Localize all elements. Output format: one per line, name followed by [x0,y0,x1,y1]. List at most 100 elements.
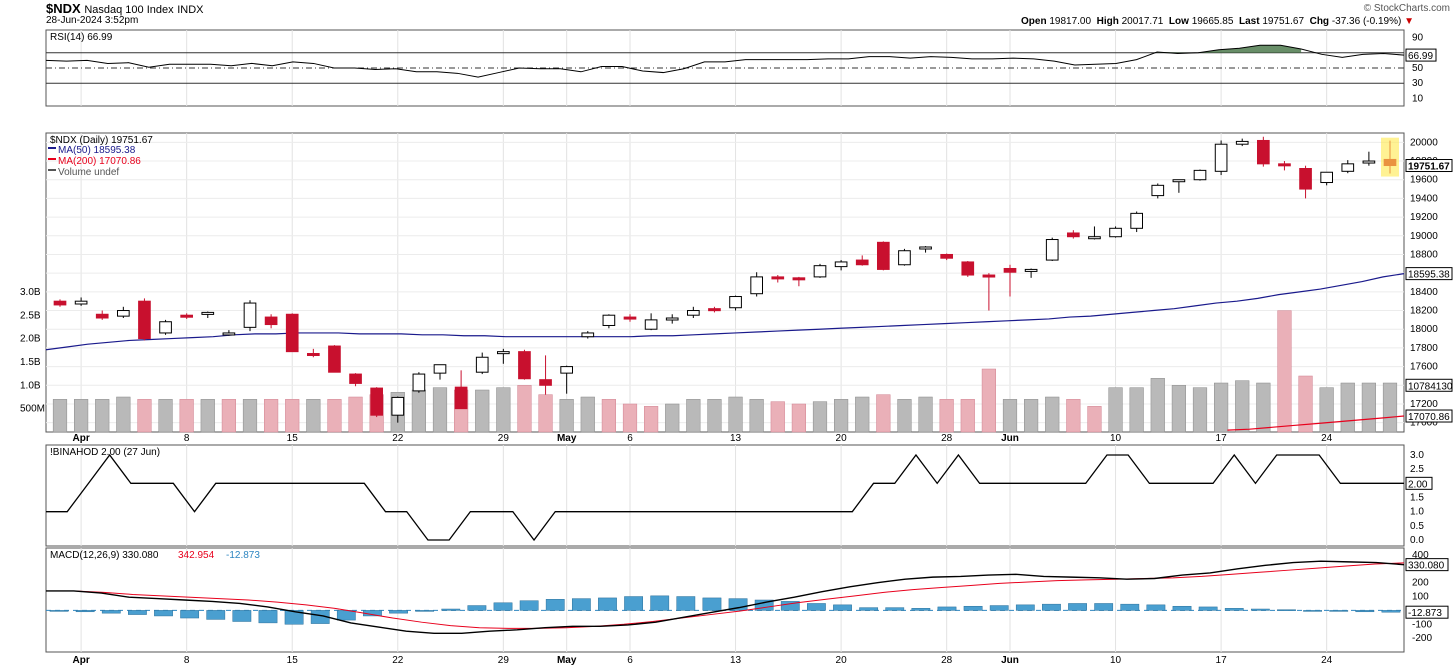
macd-histogram-bar [232,610,252,622]
x-tick-label: 22 [392,655,404,666]
candle-body [1109,227,1122,238]
volume-bar [665,403,680,433]
volume-bar [1277,310,1292,433]
candle-body [708,308,721,312]
x-tick-label: 6 [627,655,633,666]
binahod-tick-label: 1.5 [1410,493,1424,504]
macd-histogram-bar [1172,605,1192,611]
binahod-line [46,453,1404,542]
macd-value-tag [1405,605,1449,619]
symbol: $NDX [46,1,81,16]
volume-bar [158,399,173,433]
candle-body [961,261,975,276]
quote-summary: Open 19817.00 High 20017.71 Low 19665.85… [1021,16,1414,27]
volume-bar [1150,378,1165,433]
candle-body [539,379,552,386]
macd-tick-label: -100 [1412,619,1432,630]
candle-body [1172,179,1186,183]
macd-histogram-bar [963,605,983,611]
x-tick-label: May [557,655,577,666]
high-label: High [1096,16,1119,27]
candle-body [876,241,890,270]
volume-bar [1382,382,1398,433]
rsi-line [45,44,1405,78]
x-tick-label: 10 [1110,655,1122,666]
low-value: 19665.85 [1191,16,1234,27]
candle-body [792,277,806,281]
macd-histogram-bar [75,610,95,613]
price-tag-text: 19751.67 [1408,162,1450,173]
macd-value-tag-text: 330.080 [1408,561,1445,572]
x-tick-label: 22 [392,433,404,444]
macd-histogram-bar [1015,604,1035,611]
volume-bar [200,399,215,433]
macd-histogram-bar [1355,610,1375,613]
volume-bar [1235,380,1250,433]
candle-body [264,316,278,326]
macd-histogram-bar [467,605,487,611]
candle-body [560,366,574,374]
candle-body [581,332,595,338]
x-tick-label: 8 [184,655,190,666]
chg-value: -37.36 (-0.19%) [1331,16,1402,27]
macd-histogram-bar [101,610,121,614]
x-tick-label: May [557,433,577,444]
price-tick-label: 17200 [1410,399,1438,410]
candle-body [898,250,911,266]
macd-histogram-bar [441,608,461,611]
macd-histogram-bar [1329,610,1349,612]
last-label: Last [1238,16,1260,27]
volume-bar [728,396,743,433]
candle-body [665,317,679,321]
rsi-value-tag [1405,48,1437,62]
macd-histogram-bar [49,610,69,612]
volume-tick-label: 1.0B [20,380,41,391]
last-value: 19751.67 [1262,16,1305,27]
candle-body [116,310,130,317]
macd-histogram-bar [571,598,591,611]
candle-body [686,310,700,316]
candle-body [1256,139,1270,165]
macd-histogram-bar [336,610,356,621]
x-tick-label: Jun [1001,433,1019,444]
exchange: INDX [177,4,204,16]
macd-legend-label: -12.873 [226,550,260,561]
candle-body [729,296,742,309]
macd-histogram-bar [128,610,147,615]
macd-histogram-bar [807,603,826,611]
ma200-line [1227,415,1405,431]
candle-body [919,246,932,250]
macd-histogram-bar [415,610,435,612]
rsi-tick-label: 90 [1412,33,1424,44]
volume-bar [1298,375,1313,433]
macd-histogram-bar [1094,603,1114,611]
macd-value-tag-text: -12.873 [1408,608,1442,619]
chart-header: $NDX Nasdaq 100 Index INDX 28-Jun-2024 3… [0,0,1456,30]
macd-histogram-bar [284,610,304,625]
volume-bar [1108,387,1123,433]
volume-bar [812,401,828,433]
volume-bar [791,403,806,433]
volume-bar [1024,399,1039,433]
macd-histogram-bar [258,610,278,624]
candle-body [518,351,531,380]
candle-body [180,314,194,318]
x-tick-label: 28 [941,655,953,666]
macd-histogram-bar [911,608,931,611]
volume-bar [1045,396,1060,433]
price-tick-label: 19200 [1410,212,1438,223]
volume-tick-label: 2.5B [20,310,41,321]
macd-histogram-bar [754,599,774,611]
price-tag-text: 17070.86 [1408,412,1450,423]
macd-histogram-bar [1146,604,1166,611]
price-title: $NDX (Daily) 19751.67 [50,135,153,146]
x-tick-label: 28 [941,433,953,444]
macd-histogram-bar [989,605,1009,611]
volume-bar [179,399,194,433]
x-tick-label: 15 [287,655,299,666]
candle-body [855,259,869,266]
volume-tick-label: 2.0B [20,334,41,345]
x-tick-label: Jun [1001,655,1019,666]
volume-bar [74,399,89,433]
volume-bar [580,396,595,433]
